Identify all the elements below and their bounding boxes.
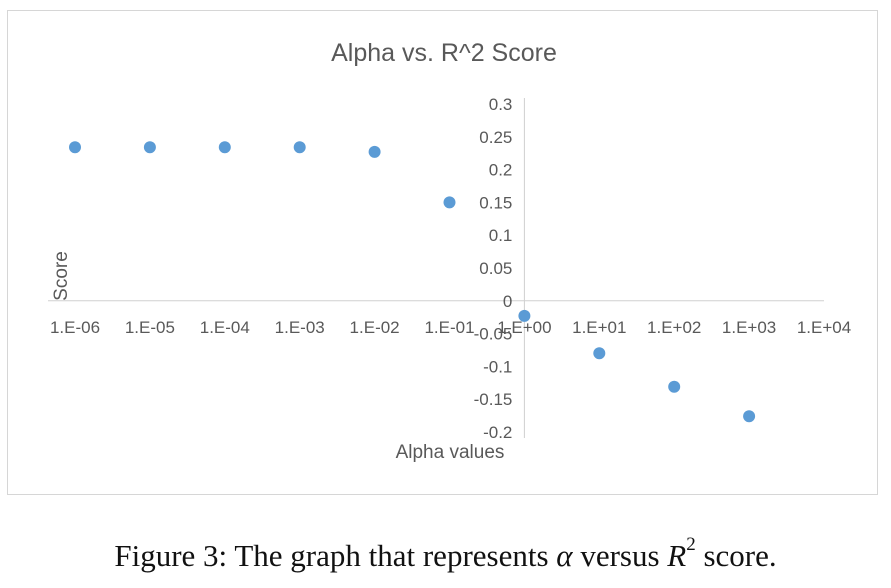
data-point: [368, 145, 381, 158]
x-tick-label: 1.E-03: [275, 318, 325, 337]
x-tick-label: 1.E-05: [125, 318, 175, 337]
y-tick-label: 0.15: [479, 193, 512, 212]
data-point: [593, 347, 606, 360]
y-tick-label: -0.05: [474, 325, 513, 344]
y-axis-label: Score: [51, 251, 72, 301]
data-point: [69, 141, 81, 154]
x-tick-label: 1.E-06: [50, 318, 100, 337]
x-tick-label: 1.E+03: [722, 318, 776, 337]
y-tick-label: -0.1: [483, 357, 512, 376]
scatter-chart: Alpha vs. R^2 Score 1.E-06 1.E-05 1.E-04 1.…: [48, 39, 851, 463]
data-point: [218, 141, 231, 154]
caption-prefix: Figure 3: The graph that represents: [114, 538, 557, 573]
data-point: [293, 141, 306, 154]
data-point: [518, 309, 531, 322]
y-tick-label: -0.15: [474, 390, 513, 409]
data-points: [69, 141, 756, 423]
caption-alpha-symbol: α: [556, 538, 573, 573]
x-tick-label: 1.E-01: [424, 318, 474, 337]
y-tick-labels: 0.3 0.25 0.2 0.15 0.1 0.05 0 -0.05 -0.1 -0.15 -0.2: [474, 95, 513, 442]
chart-title: Alpha vs. R^2 Score: [331, 39, 557, 67]
y-tick-label: 0.05: [479, 259, 512, 278]
x-tick-label: 1.E+04: [797, 318, 851, 337]
caption-r-symbol: R: [667, 538, 687, 573]
x-tick-label: 1.E-04: [200, 318, 250, 337]
x-tick-label: 1.E+00: [497, 318, 551, 337]
y-tick-label: 0.25: [479, 128, 512, 147]
x-axis-label: Alpha values: [396, 442, 505, 463]
y-tick-label: 0: [503, 292, 512, 311]
x-tick-label: 1.E-02: [350, 318, 400, 337]
data-point: [743, 410, 756, 423]
data-point: [443, 196, 456, 209]
data-point: [143, 141, 156, 154]
x-tick-label: 1.E+01: [572, 318, 626, 337]
caption-middle: versus: [572, 538, 668, 573]
x-tick-label: 1.E+02: [647, 318, 701, 337]
x-tick-labels: 1.E-06 1.E-05 1.E-04 1.E-03 1.E-02 1.E-01 1.E+…: [50, 318, 851, 337]
y-tick-label: 0.2: [489, 161, 513, 180]
y-tick-label: -0.2: [483, 423, 512, 442]
y-tick-label: 0.3: [489, 95, 513, 114]
chart-frame: Alpha vs. R^2 Score 1.E-06 1.E-05 1.E-04 1.…: [7, 10, 878, 495]
figure-caption: Figure 3: The graph that represents α ve…: [0, 534, 891, 574]
caption-superscript: 2: [686, 534, 696, 555]
data-point: [668, 380, 681, 393]
y-tick-label: 0.1: [489, 226, 513, 245]
caption-suffix: score.: [695, 538, 777, 573]
